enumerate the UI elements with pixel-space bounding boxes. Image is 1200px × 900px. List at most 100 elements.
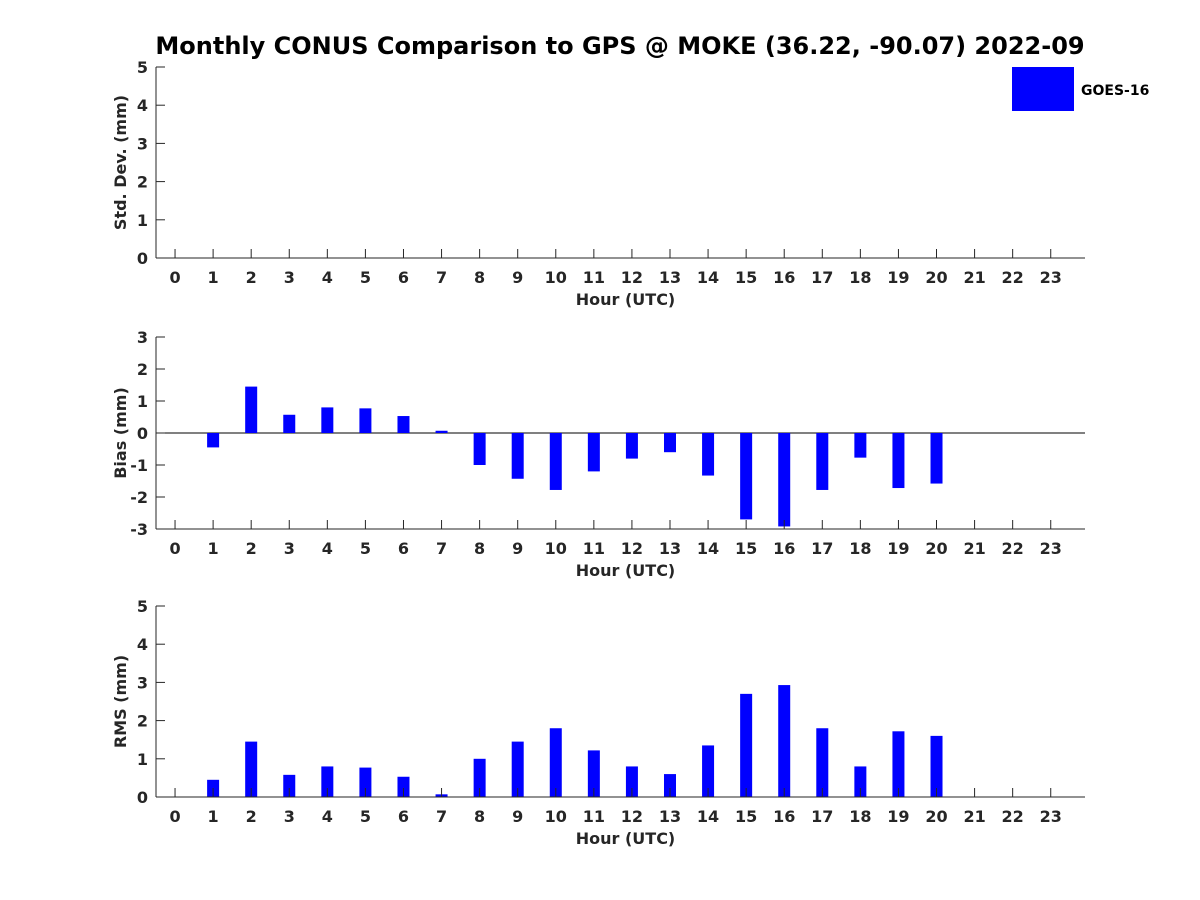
- x-tick-label: 6: [398, 539, 409, 558]
- bar-hour-9: [511, 433, 524, 479]
- bar-hour-6: [397, 776, 410, 797]
- bar-hour-20: [930, 735, 943, 797]
- x-tick-label: 19: [887, 539, 909, 558]
- x-tick-label: 14: [697, 268, 719, 287]
- x-tick-label: 20: [925, 268, 947, 287]
- y-tick-label: 1: [137, 392, 148, 411]
- bar-hour-15: [740, 433, 753, 520]
- y-tick-label: 1: [137, 211, 148, 230]
- x-tick-label: 15: [735, 807, 757, 826]
- x-tick-label: 4: [322, 268, 333, 287]
- x-tick-label: 9: [512, 807, 523, 826]
- x-tick-label: 4: [322, 539, 333, 558]
- bar-hour-20: [930, 433, 943, 484]
- bar-hour-14: [702, 745, 715, 797]
- bar-hour-12: [625, 766, 638, 797]
- y-tick-label: -1: [130, 456, 148, 475]
- legend-label: GOES-16: [1081, 83, 1149, 99]
- x-tick-label: 9: [512, 268, 523, 287]
- x-tick-label: 14: [697, 539, 719, 558]
- x-tick-label: 2: [246, 539, 257, 558]
- x-tick-label: 9: [512, 539, 523, 558]
- bar-hour-3: [283, 774, 296, 797]
- x-tick-label: 0: [169, 539, 180, 558]
- x-tick-label: 19: [887, 807, 909, 826]
- x-tick-label: 13: [659, 268, 681, 287]
- x-tick-label: 7: [436, 268, 447, 287]
- x-tick-label: 12: [621, 807, 643, 826]
- y-tick-label: 4: [137, 635, 148, 654]
- x-tick-label: 16: [773, 539, 795, 558]
- y-tick-label: 3: [137, 134, 148, 153]
- x-tick-label: 17: [811, 539, 833, 558]
- y-tick-label: -2: [130, 488, 148, 507]
- x-tick-label: 22: [1002, 807, 1024, 826]
- y-tick-label: 0: [137, 249, 148, 268]
- x-tick-label: 18: [849, 807, 871, 826]
- bar-hour-14: [702, 433, 715, 476]
- y-tick-label: 3: [137, 673, 148, 692]
- x-tick-label: 22: [1002, 539, 1024, 558]
- x-tick-label: 3: [284, 807, 295, 826]
- x-tick-label: 5: [360, 539, 371, 558]
- x-tick-label: 21: [963, 807, 985, 826]
- x-tick-label: 17: [811, 268, 833, 287]
- x-axis-label: Hour (UTC): [576, 829, 676, 848]
- y-tick-label: 4: [137, 96, 148, 115]
- x-tick-label: 23: [1040, 807, 1062, 826]
- bar-hour-16: [778, 433, 791, 527]
- bar-hour-10: [549, 728, 562, 797]
- x-tick-label: 11: [583, 807, 605, 826]
- bar-hour-8: [473, 758, 486, 797]
- bar-hour-1: [207, 433, 220, 448]
- bar-hour-4: [321, 766, 334, 797]
- bar-hour-6: [397, 416, 410, 433]
- bar-hour-15: [740, 693, 753, 797]
- x-tick-label: 7: [436, 539, 447, 558]
- x-tick-label: 18: [849, 539, 871, 558]
- x-tick-label: 3: [284, 539, 295, 558]
- y-tick-label: 5: [137, 597, 148, 616]
- y-tick-label: 2: [137, 173, 148, 192]
- x-tick-label: 2: [246, 807, 257, 826]
- x-tick-label: 22: [1002, 268, 1024, 287]
- y-axis-label: Std. Dev. (mm): [111, 95, 130, 230]
- x-tick-label: 7: [436, 807, 447, 826]
- bar-hour-7: [435, 430, 448, 433]
- bar-hour-18: [854, 433, 867, 458]
- x-tick-label: 12: [621, 539, 643, 558]
- bar-hour-5: [359, 767, 372, 797]
- bar-hour-2: [245, 386, 258, 433]
- x-tick-label: 11: [583, 268, 605, 287]
- y-tick-label: 1: [137, 750, 148, 769]
- bar-hour-19: [892, 433, 905, 489]
- legend: GOES-16: [1012, 67, 1149, 111]
- x-tick-label: 20: [925, 539, 947, 558]
- bar-hour-3: [283, 414, 296, 433]
- x-tick-label: 4: [322, 807, 333, 826]
- x-tick-label: 6: [398, 807, 409, 826]
- x-tick-label: 5: [360, 268, 371, 287]
- x-tick-label: 11: [583, 539, 605, 558]
- x-tick-label: 8: [474, 268, 485, 287]
- bar-hour-12: [625, 433, 638, 459]
- x-tick-label: 8: [474, 539, 485, 558]
- bar-hour-9: [511, 741, 524, 797]
- x-tick-label: 20: [925, 807, 947, 826]
- x-tick-label: 18: [849, 268, 871, 287]
- x-tick-label: 5: [360, 807, 371, 826]
- x-tick-label: 1: [208, 539, 219, 558]
- x-tick-label: 6: [398, 268, 409, 287]
- x-tick-label: 13: [659, 807, 681, 826]
- bar-hour-5: [359, 408, 372, 433]
- x-tick-label: 10: [545, 539, 567, 558]
- x-axis-label: Hour (UTC): [576, 290, 676, 309]
- x-tick-label: 10: [545, 268, 567, 287]
- bar-hour-11: [587, 433, 600, 472]
- x-tick-label: 1: [208, 807, 219, 826]
- y-tick-label: 3: [137, 328, 148, 347]
- bar-hour-17: [816, 728, 829, 797]
